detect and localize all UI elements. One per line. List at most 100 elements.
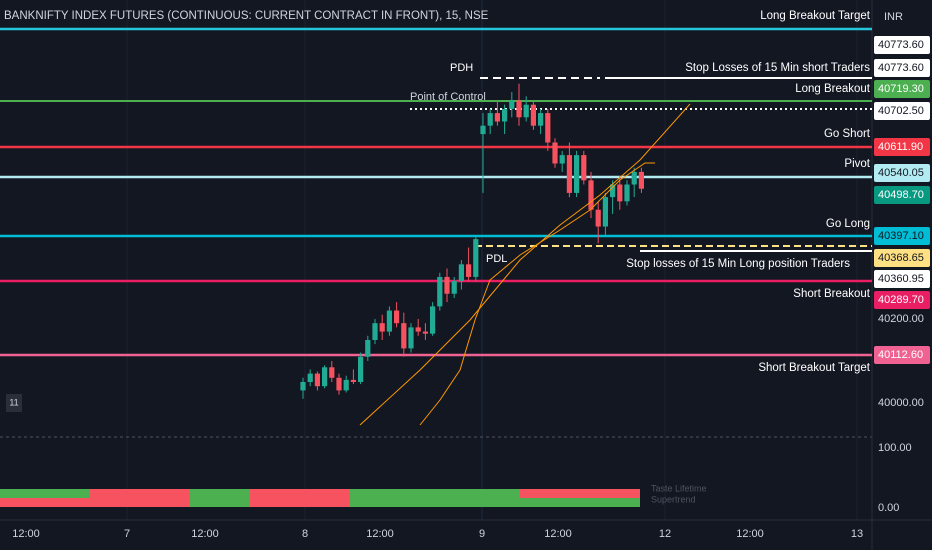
candle-body [574, 155, 580, 193]
candle-body [379, 323, 385, 332]
badge-text: 11 [9, 397, 18, 407]
price-label: 40498.70 [878, 189, 924, 201]
candle-body [386, 310, 392, 332]
candle-body [394, 310, 400, 324]
price-label: 40200.00 [878, 313, 924, 325]
annotation: Long Breakout Target [760, 10, 871, 22]
price-label: 40773.60 [878, 39, 924, 51]
candle-body [509, 100, 515, 109]
candle-body [487, 113, 493, 126]
time-label: 12:00 [366, 528, 394, 540]
candle-body [466, 264, 472, 277]
levels [0, 27, 872, 357]
price-label: 40112.60 [878, 349, 923, 361]
strip-green [520, 498, 640, 507]
strip-red [90, 489, 190, 507]
candle-body [430, 306, 436, 334]
price-label: 40611.90 [878, 141, 923, 153]
price-label-box [874, 138, 930, 156]
price-label-box [874, 291, 930, 309]
strip-red [0, 498, 90, 507]
time-label: 12:00 [736, 528, 764, 540]
time-label: 8 [302, 528, 308, 540]
annotation: PDL [486, 253, 507, 265]
price-label: 40773.60 [878, 62, 924, 74]
price-label: 40289.70 [878, 294, 924, 306]
price-label: 40360.95 [878, 273, 924, 285]
candle-body [502, 108, 508, 122]
candle-body [581, 155, 587, 181]
candle-body [473, 239, 479, 277]
candle-body [538, 113, 544, 126]
price-label-box [874, 227, 930, 245]
annotation: Short Breakout Target [758, 362, 870, 374]
candle-body [552, 142, 558, 164]
price-label: 40000.00 [878, 397, 924, 409]
strip-green [350, 489, 520, 507]
price-label: 40702.50 [878, 105, 924, 117]
price-label: 40540.05 [878, 167, 924, 179]
price-label: 40368.65 [878, 252, 924, 264]
price-label-box [874, 186, 930, 204]
strip-green [190, 489, 250, 507]
time-label: 12:00 [12, 528, 40, 540]
annotation: Short Breakout [793, 288, 871, 300]
candle-body [545, 113, 551, 143]
candle-body [329, 367, 335, 378]
candle-body [566, 155, 572, 193]
currency: INR [884, 11, 903, 23]
price-label: 40719.30 [878, 83, 924, 95]
time-label: 9 [479, 528, 485, 540]
candle-body [322, 367, 328, 387]
strip-green [0, 489, 90, 498]
candle-body [530, 104, 536, 126]
candle-body [358, 356, 364, 382]
candle-body [638, 171, 644, 189]
annotation: Pivot [844, 158, 870, 170]
price-label-box [874, 164, 930, 182]
annotation: Go Short [824, 128, 871, 140]
indicator-label: Taste Lifetime [651, 483, 707, 493]
price-label-box [874, 36, 930, 54]
annotation: PDH [450, 62, 473, 74]
annotation: Stop Losses of 15 Min short Traders [685, 62, 870, 74]
price-label-box [874, 59, 930, 77]
indicator-label: Supertrend [651, 494, 696, 504]
candle-body [343, 379, 349, 391]
candle-body [588, 180, 594, 210]
candle-body [408, 327, 414, 349]
candle-body [617, 184, 623, 202]
candle-body [365, 339, 371, 357]
price-label: 100.00 [878, 442, 912, 454]
badge [6, 394, 22, 412]
candle-body [602, 197, 608, 227]
price-label-box [874, 80, 930, 98]
price-axis: 40773.60 40773.60 40719.30 40702.50 40611.90… [874, 36, 930, 514]
annotation: Point of Control [410, 91, 486, 103]
annotation: Long Breakout [795, 83, 871, 95]
time-label: 7 [124, 528, 130, 540]
price-label-box [874, 249, 930, 267]
price-label-box [874, 346, 930, 364]
strip-red [520, 489, 640, 498]
strip-red [250, 489, 350, 507]
candle-body [523, 104, 529, 118]
candle-body [610, 184, 616, 198]
candle-body [451, 281, 457, 294]
candle-body [458, 264, 464, 282]
candle-body [372, 323, 378, 340]
time-axis: 12:00 7 12:00 8 12:00 9 12:00 12 12:00 13 [12, 528, 863, 540]
indicator-strip: Taste Lifetime Supertrend [0, 483, 707, 507]
time-label: 12 [659, 528, 671, 540]
candle-body [350, 379, 356, 382]
price-label: 40397.10 [878, 230, 924, 242]
candle-body [307, 373, 313, 382]
candle-body [437, 276, 443, 307]
candle-body [444, 276, 450, 294]
annotation: Go Long [826, 218, 870, 230]
chart-title: BANKNIFTY INDEX FUTURES (CONTINUOUS: CUR… [4, 10, 489, 22]
time-label: 13 [851, 528, 863, 540]
candle-body [559, 155, 565, 164]
